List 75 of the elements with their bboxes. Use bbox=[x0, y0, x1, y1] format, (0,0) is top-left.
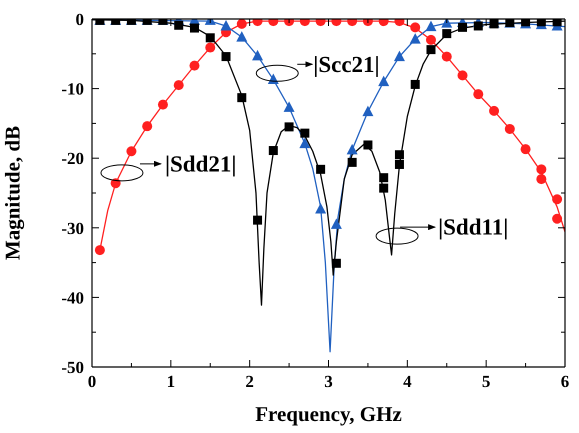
point bbox=[536, 164, 546, 174]
point bbox=[222, 52, 231, 62]
point bbox=[253, 216, 262, 225]
point bbox=[536, 19, 546, 26]
point bbox=[252, 50, 264, 60]
point bbox=[552, 214, 562, 224]
point bbox=[410, 22, 420, 32]
point bbox=[474, 21, 483, 30]
point bbox=[441, 19, 452, 28]
point bbox=[363, 140, 372, 150]
x-axis-title: Frequency, GHz bbox=[255, 402, 402, 426]
point bbox=[284, 101, 295, 112]
point bbox=[426, 34, 436, 45]
point bbox=[190, 24, 199, 33]
point bbox=[489, 106, 500, 116]
point bbox=[394, 50, 405, 62]
point bbox=[552, 194, 562, 204]
point bbox=[300, 128, 310, 138]
point bbox=[332, 258, 341, 268]
point bbox=[425, 20, 436, 32]
x-tick-label: 5 bbox=[482, 372, 490, 392]
point bbox=[206, 33, 215, 42]
point bbox=[268, 146, 278, 156]
point bbox=[126, 146, 136, 156]
point bbox=[142, 121, 152, 132]
point bbox=[394, 160, 404, 169]
point bbox=[458, 22, 468, 32]
point bbox=[378, 76, 390, 86]
point bbox=[189, 60, 200, 71]
point bbox=[330, 218, 342, 229]
x-tick-label: 0 bbox=[88, 372, 96, 392]
point bbox=[236, 19, 247, 29]
y-tick-label: -10 bbox=[61, 80, 84, 99]
point bbox=[348, 158, 357, 167]
point bbox=[536, 174, 546, 184]
point bbox=[362, 106, 374, 116]
point bbox=[174, 80, 184, 90]
point bbox=[426, 45, 436, 54]
point bbox=[315, 203, 326, 214]
point bbox=[174, 20, 184, 30]
y-tick-label: -50 bbox=[61, 358, 84, 378]
annotation: |Scc21| bbox=[313, 52, 380, 77]
point bbox=[379, 184, 388, 193]
point bbox=[552, 19, 562, 26]
x-tick-label: 3 bbox=[324, 372, 333, 392]
point bbox=[504, 124, 515, 134]
point bbox=[158, 100, 168, 110]
point bbox=[316, 164, 326, 174]
annotation: |Sdd21| bbox=[164, 151, 236, 176]
x-tick-label: 4 bbox=[403, 372, 412, 392]
x-tick-label: 2 bbox=[245, 372, 254, 392]
point bbox=[442, 52, 452, 62]
x-tick-label: 6 bbox=[560, 372, 570, 392]
y-axis-title: Magnitude, dB bbox=[0, 126, 24, 260]
y-tick-label: 0 bbox=[76, 10, 84, 30]
point bbox=[205, 42, 216, 53]
point bbox=[410, 33, 421, 44]
y-tick-label: -30 bbox=[61, 218, 84, 238]
point bbox=[346, 144, 358, 154]
point bbox=[379, 173, 388, 182]
point bbox=[299, 138, 310, 148]
y-tick-label: -20 bbox=[61, 149, 84, 168]
y-tick-label: -40 bbox=[61, 288, 84, 308]
point bbox=[442, 29, 452, 38]
point bbox=[520, 144, 531, 154]
point bbox=[394, 150, 404, 160]
point bbox=[284, 122, 294, 132]
annotation: |Sdd11| bbox=[438, 214, 508, 240]
x-tick-label: 1 bbox=[166, 372, 176, 392]
point bbox=[237, 93, 246, 102]
point bbox=[458, 70, 468, 80]
point bbox=[236, 31, 248, 42]
point bbox=[473, 89, 484, 100]
point bbox=[94, 245, 105, 256]
point bbox=[410, 80, 420, 89]
